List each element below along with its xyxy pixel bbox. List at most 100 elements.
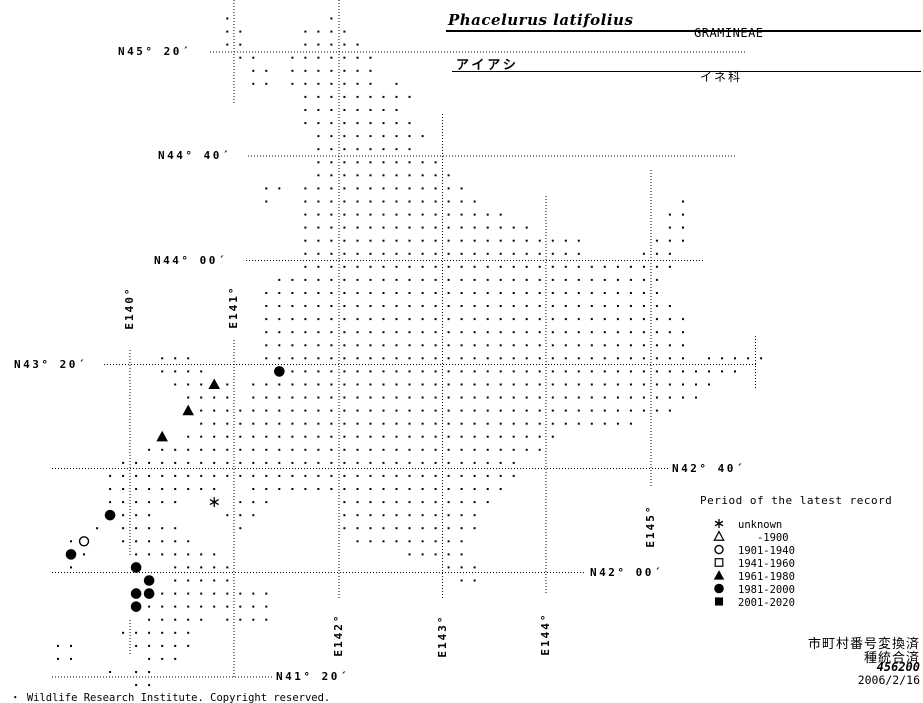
mesh-dot [330,331,333,334]
mesh-dot [343,95,346,98]
mesh-dot [317,82,320,85]
mesh-dot [395,370,398,373]
mesh-dot [434,370,437,373]
mesh-dot [200,396,203,399]
mesh-dot [252,618,255,621]
filled-circle-symbol [714,583,724,594]
mesh-dot [317,30,320,33]
mesh-dot [265,618,268,621]
mesh-dot [629,396,632,399]
mesh-dot [278,344,281,347]
mesh-dot [408,448,411,451]
mesh-dot [655,278,658,281]
mesh-dot [616,331,619,334]
mesh-dot [603,331,606,334]
mesh-dot [408,396,411,399]
mesh-dot [408,514,411,517]
mesh-dot [408,278,411,281]
mesh-dot [499,252,502,255]
mesh-dot [213,553,216,556]
mesh-dot [265,605,268,608]
mesh-dot [538,409,541,412]
mesh-dot [395,409,398,412]
mesh-dot [356,383,359,386]
mesh-dot [473,239,476,242]
mesh-dots [57,17,763,687]
open-circle-symbol [78,536,90,547]
mesh-dot [629,422,632,425]
mesh-dot [291,56,294,59]
mesh-dot [473,501,476,504]
mesh-dot [317,161,320,164]
mesh-dot [330,135,333,138]
mesh-dot [265,383,268,386]
mesh-dot [460,501,463,504]
mesh-dot [356,43,359,46]
mesh-dot [590,278,593,281]
mesh-dot [187,474,190,477]
mesh-dot [343,187,346,190]
mesh-dot [499,383,502,386]
mesh-dot [122,527,125,530]
mesh-dot [447,278,450,281]
mesh-dot [408,187,411,190]
mesh-dot [226,474,229,477]
mesh-dot [382,135,385,138]
mesh-dot [447,501,450,504]
mesh-dot [291,422,294,425]
mesh-dot [57,657,59,660]
mesh-dot [239,501,242,504]
filled-triangle-symbol [156,430,168,442]
mesh-dot [382,239,385,242]
mesh-dot [356,305,359,307]
species-japanese-title: アイアシ [456,58,519,73]
mesh-dot [343,200,346,203]
mesh-dot [252,396,255,399]
mesh-dot [330,213,333,216]
mesh-dot [642,396,645,399]
mesh-dot [434,422,437,425]
legend-title: Period of the latest record [700,494,893,507]
mesh-dot [408,135,411,138]
mesh-dot [278,448,281,451]
mesh-dot [330,474,333,477]
mesh-dot [655,305,658,307]
mesh-dot [395,239,398,242]
mesh-dot [577,252,580,255]
mesh-dot [629,344,632,347]
mesh-dot [486,435,489,438]
mesh-dot [629,318,632,321]
mesh-dot [434,435,437,438]
mesh-dot [590,344,593,347]
mesh-dot [564,331,567,334]
mesh-dot [551,422,554,425]
mesh-dot [486,396,489,399]
mesh-dot [382,409,385,412]
mesh-dot [642,278,645,281]
mesh-dot [421,252,424,255]
mesh-dot [434,553,437,556]
mesh-dot [603,265,606,268]
mesh-dot [369,95,372,98]
mesh-dot [434,357,437,360]
mesh-dot [317,239,320,242]
mesh-dot [447,396,450,399]
mesh-dot [330,370,333,373]
mesh-dot [291,383,294,386]
mesh-dot [200,592,203,595]
mesh-dot [148,644,151,647]
mesh-dot [291,370,294,373]
mesh-dot [421,135,424,138]
mesh-dot [330,43,333,46]
mesh-dot [395,448,398,451]
mesh-dot [590,305,593,307]
mesh-dot [395,357,398,360]
mesh-dot [538,344,541,347]
mesh-dot [473,318,476,321]
mesh-dot [356,200,359,203]
mesh-dot [369,474,372,477]
mesh-dot [460,187,463,190]
japanese-title-underline [452,71,921,72]
mesh-dot [460,566,463,569]
mesh-dot [382,318,385,321]
